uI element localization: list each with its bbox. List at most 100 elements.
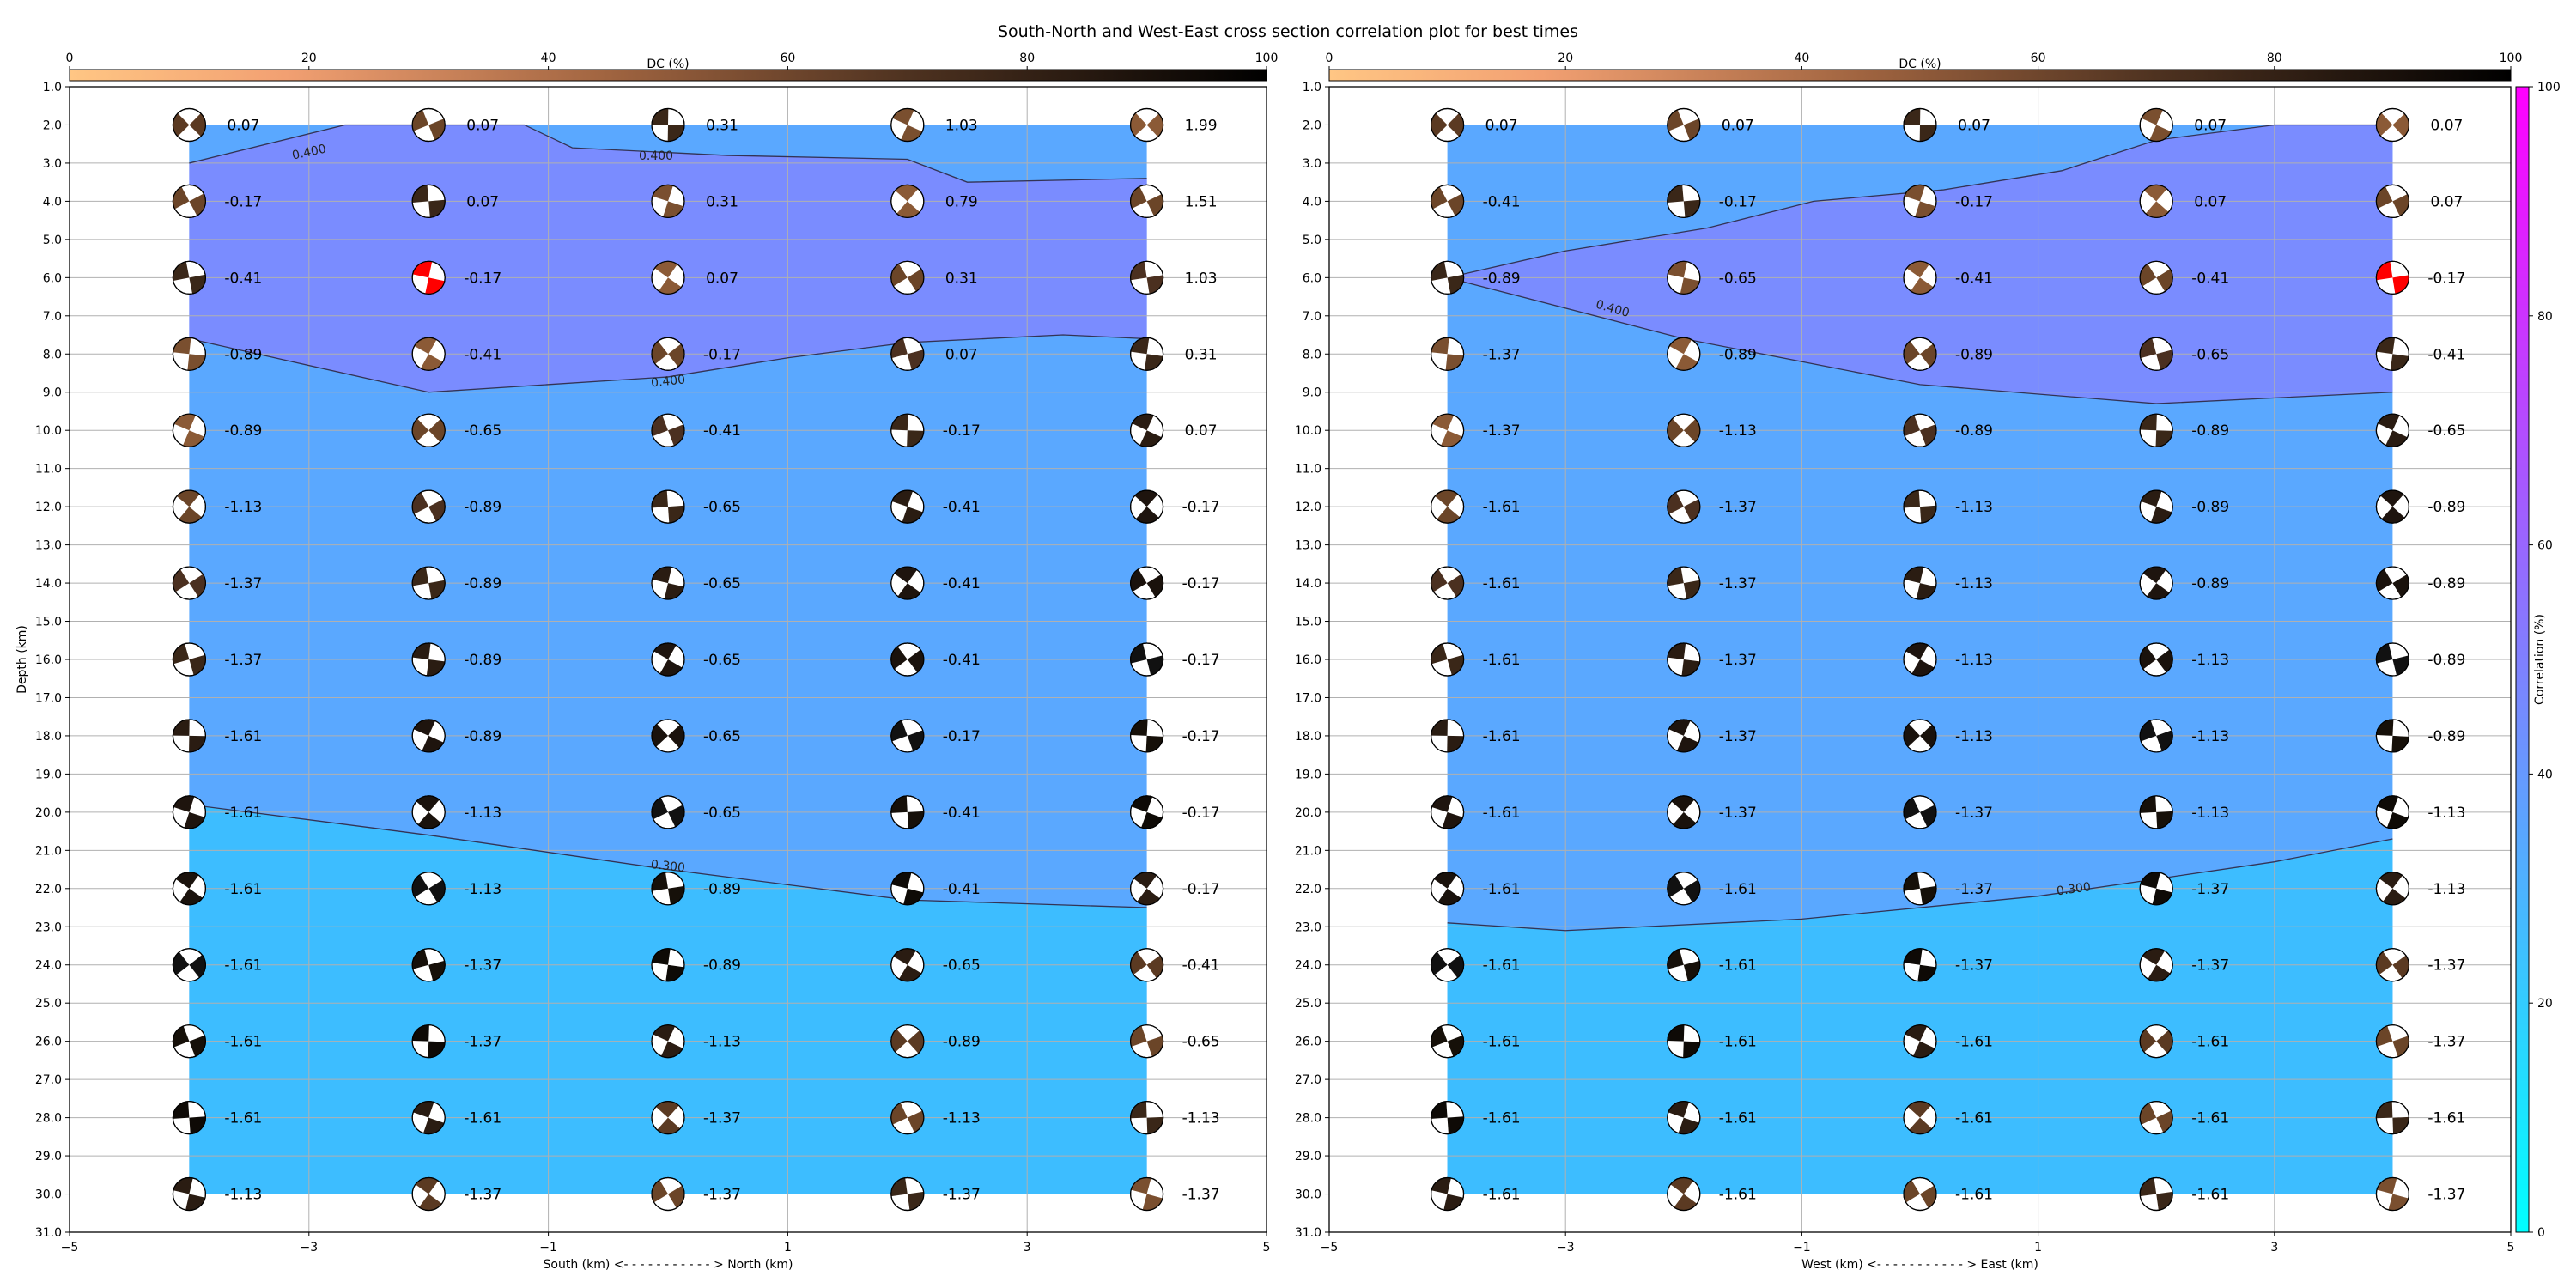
dc-colorbar-label: DC (%) xyxy=(1899,58,1941,71)
y-tick-label: 30.0 xyxy=(1295,1188,1321,1202)
focal-mechanism-icon xyxy=(1430,184,1465,218)
focal-mechanism-icon xyxy=(172,1176,206,1212)
y-tick-label: 29.0 xyxy=(35,1150,62,1163)
dc-tick-label: 60 xyxy=(2031,52,2046,65)
cell-value-label: -1.37 xyxy=(703,1110,741,1127)
cell-value-label: -1.37 xyxy=(2427,1034,2465,1051)
y-tick-label: 10.0 xyxy=(1295,424,1321,438)
cell-value-label: -1.13 xyxy=(2191,805,2229,822)
cell-value-label: -0.89 xyxy=(224,346,262,363)
corr-tick-label: 0 xyxy=(2537,1226,2545,1240)
focal-mechanism-icon xyxy=(2139,1176,2173,1212)
focal-mechanism-icon xyxy=(1129,719,1164,753)
focal-mechanism-icon xyxy=(411,184,446,218)
focal-mechanism-icon xyxy=(2139,1100,2173,1135)
y-tick-label: 15.0 xyxy=(1295,616,1321,629)
y-tick-label: 22.0 xyxy=(35,883,62,896)
focal-mechanism-icon xyxy=(2375,184,2409,218)
contour-line xyxy=(189,124,1147,183)
cell-value-label: -1.13 xyxy=(943,1110,981,1127)
focal-mechanism-icon xyxy=(2375,795,2409,829)
focal-mechanism-icon xyxy=(1903,107,1937,143)
cell-value-label: -1.37 xyxy=(1719,805,1757,822)
cell-value-label: -0.89 xyxy=(1955,422,1993,440)
cell-value-label: -0.41 xyxy=(464,346,501,363)
cell-value-label: -1.13 xyxy=(1719,422,1757,440)
focal-mechanism-icon xyxy=(411,948,446,982)
focal-mechanism-icon xyxy=(1129,642,1164,677)
y-tick-label: 21.0 xyxy=(35,844,62,858)
focal-mechanism-icon xyxy=(651,413,685,447)
y-tick-label: 17.0 xyxy=(1295,691,1321,705)
focal-mechanism-icon xyxy=(172,1100,206,1135)
focal-mechanism-icon xyxy=(1430,566,1465,600)
cell-value-label: -1.37 xyxy=(2191,957,2229,975)
focal-mechanism-icon xyxy=(1129,795,1164,829)
x-tick-label: −1 xyxy=(1793,1241,1811,1255)
y-tick-label: 7.0 xyxy=(43,310,62,324)
dc-tick-label: 20 xyxy=(301,52,317,65)
cell-value-label: -1.61 xyxy=(1483,881,1521,898)
y-tick-label: 20.0 xyxy=(35,806,62,820)
cell-value-label: -1.61 xyxy=(1483,652,1521,669)
y-tick-label: 31.0 xyxy=(35,1226,62,1240)
focal-mechanism-icon xyxy=(411,1100,446,1135)
focal-mechanism-icon xyxy=(411,489,446,524)
dc-colorbar xyxy=(1328,69,2512,82)
focal-mechanism-icon xyxy=(890,566,925,600)
focal-mechanism-icon xyxy=(2375,1176,2409,1212)
cell-value-label: -0.17 xyxy=(1182,805,1220,822)
focal-mechanism-icon xyxy=(1129,1024,1164,1059)
focal-mechanism-icon xyxy=(1667,719,1701,753)
cell-value-label: -1.61 xyxy=(1719,1187,1757,1204)
y-tick-label: 13.0 xyxy=(35,539,62,553)
cell-value-label: -1.37 xyxy=(2427,957,2465,975)
cell-value-label: -0.17 xyxy=(1182,728,1220,745)
focal-mechanism-icon xyxy=(411,107,446,143)
cell-value-label: -1.13 xyxy=(1955,575,1993,592)
focal-mechanism-icon xyxy=(1129,489,1164,524)
cell-value-label: -0.17 xyxy=(464,270,501,287)
cell-value-label: -0.89 xyxy=(464,728,501,745)
focal-mechanism-icon xyxy=(172,948,206,982)
dc-tick-label: 0 xyxy=(1326,52,1334,65)
focal-mechanism-icon xyxy=(2139,642,2173,677)
focal-mechanism-icon xyxy=(890,948,925,982)
cell-value-label: -1.61 xyxy=(1483,957,1521,975)
focal-mechanism-icon xyxy=(2375,413,2409,447)
cell-value-label: -1.37 xyxy=(1955,957,1993,975)
cell-value-label: -1.13 xyxy=(703,1034,741,1051)
focal-mechanism-icon xyxy=(1667,642,1701,677)
focal-mechanism-icon xyxy=(651,948,685,982)
y-tick-label: 20.0 xyxy=(1295,806,1321,820)
corr-colorbar-bar xyxy=(2515,86,2530,1233)
cell-value-label: -1.61 xyxy=(1483,1034,1521,1051)
y-tick-label: 15.0 xyxy=(35,616,62,629)
focal-mechanism-icon xyxy=(1903,337,1937,371)
y-tick-label: 25.0 xyxy=(35,997,62,1011)
cell-value-label: -1.61 xyxy=(2191,1187,2229,1204)
focal-mechanism-icon xyxy=(411,413,446,447)
focal-mechanism-icon xyxy=(2375,872,2409,906)
cell-value-label: 0.31 xyxy=(945,270,978,287)
focal-mechanism-icon xyxy=(890,1176,925,1212)
cell-value-label: -1.37 xyxy=(1483,346,1521,363)
cell-value-label: -0.41 xyxy=(1955,270,1993,287)
cell-value-label: -0.65 xyxy=(703,652,741,669)
cell-value-label: -1.61 xyxy=(1955,1110,1993,1127)
cell-value-label: 1.03 xyxy=(1185,270,1218,287)
cell-value-label: -1.37 xyxy=(464,1187,501,1204)
cell-value-label: 0.31 xyxy=(706,193,738,210)
corr-tick-label: 100 xyxy=(2537,81,2561,94)
x-tick-label: 1 xyxy=(784,1241,792,1255)
focal-mechanism-icon xyxy=(172,107,206,143)
cell-value-label: -0.41 xyxy=(2191,270,2229,287)
focal-mechanism-icon xyxy=(651,1024,685,1059)
cell-value-label: 0.07 xyxy=(466,117,499,134)
y-tick-label: 25.0 xyxy=(1295,997,1321,1011)
contour-line xyxy=(189,804,1147,908)
focal-mechanism-icon xyxy=(1129,566,1164,600)
focal-mechanism-icon xyxy=(1903,719,1937,753)
focal-mechanism-icon xyxy=(1430,107,1465,143)
cell-value-label: -0.65 xyxy=(703,805,741,822)
